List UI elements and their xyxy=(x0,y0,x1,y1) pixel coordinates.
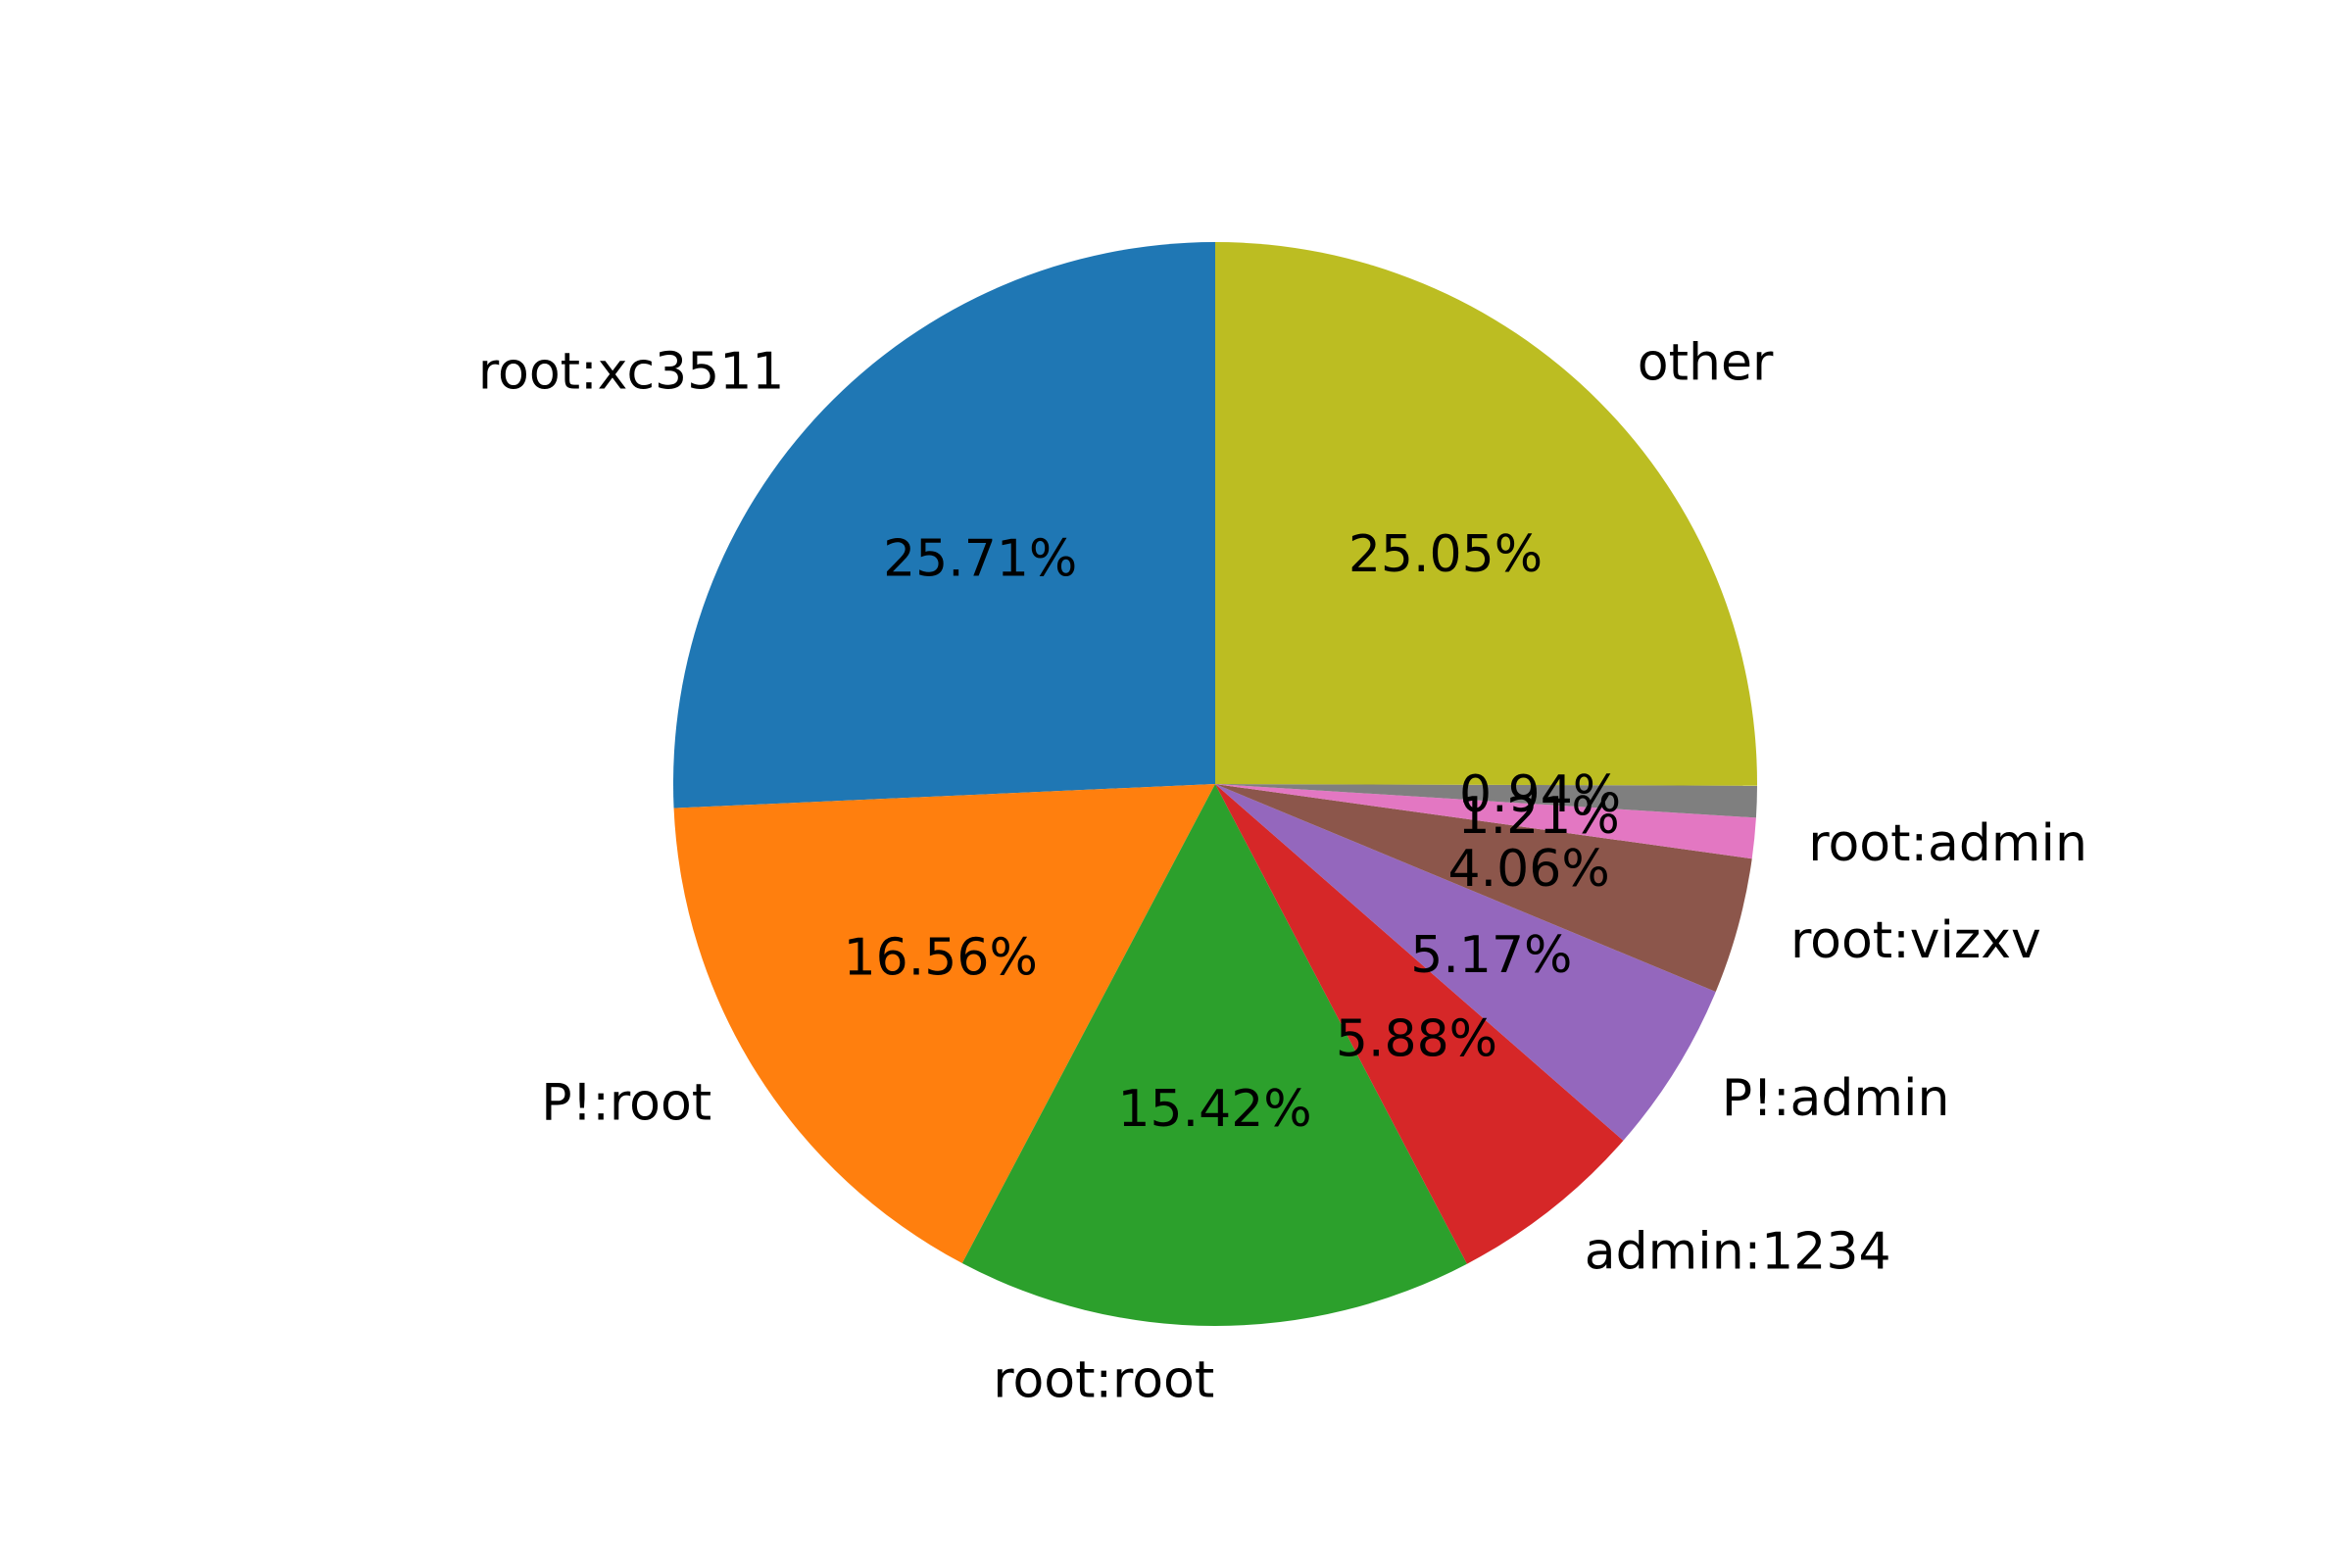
pie-percent-label-7: 0.94% xyxy=(1459,765,1621,824)
pie-percent-label-6: 1.21% xyxy=(1458,787,1620,846)
pie-slice-5 xyxy=(1215,784,1752,992)
pie-slice-3 xyxy=(1215,784,1624,1264)
pie-slice-2 xyxy=(961,784,1467,1326)
pie-slice-label-5: root:vizxv xyxy=(1790,911,2041,970)
pie-percent-label-3: 5.88% xyxy=(1336,1010,1497,1069)
pie-slice-6 xyxy=(1215,784,1756,859)
pie-slice-7 xyxy=(1215,784,1757,818)
pie-slice-label-1: P!:root xyxy=(541,1074,711,1133)
pie-slice-label-4: P!:admin xyxy=(1722,1069,1950,1128)
pie-slice-label-3: admin:1234 xyxy=(1585,1223,1891,1282)
pie-slice-4 xyxy=(1215,784,1716,1141)
pie-slice-1 xyxy=(673,784,1215,1264)
pie-percent-label-2: 15.42% xyxy=(1117,1080,1311,1139)
pie-slice-0 xyxy=(673,242,1215,808)
pie-percent-label-8: 25.05% xyxy=(1348,525,1543,584)
pie-slice-label-6: root:admin xyxy=(1808,814,2087,873)
pie-percent-label-1: 16.56% xyxy=(844,929,1038,988)
pie-percent-label-0: 25.71% xyxy=(883,530,1077,589)
pie-slice-label-2: root:root xyxy=(993,1350,1214,1409)
pie-percent-label-4: 5.17% xyxy=(1410,926,1572,985)
pie-slice-label-0: root:xc3511 xyxy=(478,343,785,402)
pie-slice-label-8: other xyxy=(1638,334,1774,393)
pie-percent-label-5: 4.06% xyxy=(1448,840,1610,899)
pie-slice-8 xyxy=(1215,242,1757,786)
